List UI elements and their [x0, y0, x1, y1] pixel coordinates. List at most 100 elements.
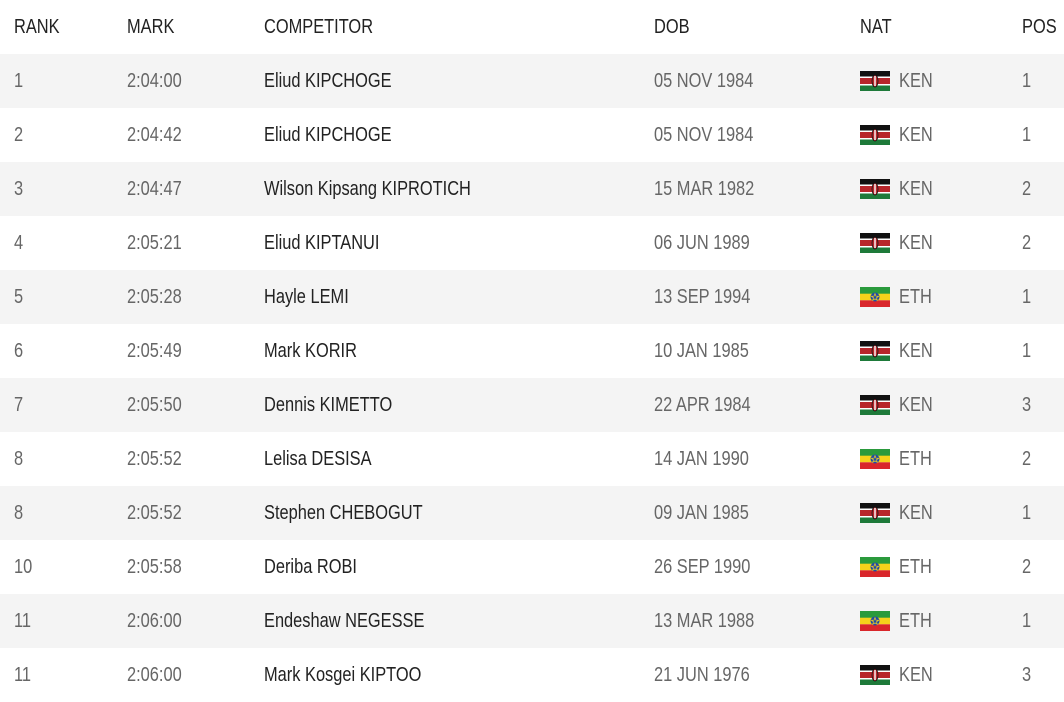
- nat-cell: ETH: [899, 286, 932, 308]
- flag-icon: [860, 287, 890, 307]
- header-row: RANK MARK COMPETITOR DOB NAT POS: [0, 0, 1064, 54]
- rank-cell: 3: [14, 178, 24, 200]
- flag-icon: [860, 557, 890, 577]
- header-cell: DOB: [654, 16, 690, 38]
- rank-cell: 1: [14, 70, 24, 92]
- table-row: 1 2:04:00 Eliud KIPCHOGE 05 NOV 1984 KEN 1: [0, 54, 1064, 108]
- pos-cell: 1: [1022, 286, 1032, 308]
- competitor-cell: Hayle LEMI: [264, 286, 349, 308]
- pos-cell: 1: [1022, 610, 1032, 632]
- table-row: 11 2:06:00 Mark Kosgei KIPTOO 21 JUN 1976 KE…: [0, 648, 1064, 702]
- mark-cell: 2:05:50: [127, 394, 182, 416]
- mark-cell: 2:05:52: [127, 448, 182, 470]
- mark-cell: 2:05:28: [127, 286, 182, 308]
- rank-cell: 5: [14, 286, 24, 308]
- nat-cell: KEN: [899, 178, 933, 200]
- dob-cell: 21 JUN 1976: [654, 664, 750, 686]
- table-row: 7 2:05:50 Dennis KIMETTO 22 APR 1984 KEN 3: [0, 378, 1064, 432]
- pos-cell: 1: [1022, 124, 1032, 146]
- dob-cell: 05 NOV 1984: [654, 70, 754, 92]
- dob-cell: 15 MAR 1982: [654, 178, 755, 200]
- competitor-cell: Wilson Kipsang KIPROTICH: [264, 178, 471, 200]
- header-cell: RANK: [14, 16, 60, 38]
- dob-cell: 13 MAR 1988: [654, 610, 755, 632]
- dob-cell: 13 SEP 1994: [654, 286, 751, 308]
- rank-cell: 7: [14, 394, 24, 416]
- nat-cell: ETH: [899, 448, 932, 470]
- rank-cell: 2: [14, 124, 24, 146]
- pos-cell: 1: [1022, 340, 1032, 362]
- header-cell: POS: [1022, 16, 1057, 38]
- table-row: 6 2:05:49 Mark KORIR 10 JAN 1985 KEN 1: [0, 324, 1064, 378]
- mark-cell: 2:05:52: [127, 502, 182, 524]
- mark-cell: 2:05:49: [127, 340, 182, 362]
- dob-cell: 05 NOV 1984: [654, 124, 754, 146]
- pos-cell: 2: [1022, 232, 1032, 254]
- flag-icon: [860, 611, 890, 631]
- dob-cell: 14 JAN 1990: [654, 448, 749, 470]
- mark-cell: 2:05:58: [127, 556, 182, 578]
- flag-icon: [860, 341, 890, 361]
- rank-cell: 8: [14, 448, 24, 470]
- flag-icon: [860, 503, 890, 523]
- competitor-cell: Mark Kosgei KIPTOO: [264, 664, 422, 686]
- mark-cell: 2:04:47: [127, 178, 182, 200]
- nat-cell: KEN: [899, 124, 933, 146]
- rank-cell: 6: [14, 340, 24, 362]
- competitor-cell: Mark KORIR: [264, 340, 357, 362]
- rank-cell: 4: [14, 232, 24, 254]
- pos-cell: 3: [1022, 664, 1032, 686]
- rank-cell: 10: [14, 556, 33, 578]
- flag-icon: [860, 449, 890, 469]
- mark-cell: 2:06:00: [127, 610, 182, 632]
- competitor-cell: Eliud KIPCHOGE: [264, 124, 392, 146]
- mark-cell: 2:04:42: [127, 124, 182, 146]
- table-row: 4 2:05:21 Eliud KIPTANUI 06 JUN 1989 KEN 2: [0, 216, 1064, 270]
- table-row: 2 2:04:42 Eliud KIPCHOGE 05 NOV 1984 KEN 1: [0, 108, 1064, 162]
- flag-icon: [860, 179, 890, 199]
- nat-cell: ETH: [899, 556, 932, 578]
- header-cell: NAT: [860, 16, 892, 38]
- nat-cell: KEN: [899, 232, 933, 254]
- competitor-cell: Eliud KIPCHOGE: [264, 70, 392, 92]
- competitor-cell: Endeshaw NEGESSE: [264, 610, 425, 632]
- flag-icon: [860, 71, 890, 91]
- dob-cell: 09 JAN 1985: [654, 502, 749, 524]
- mark-cell: 2:04:00: [127, 70, 182, 92]
- pos-cell: 2: [1022, 556, 1032, 578]
- header-cell: MARK: [127, 16, 175, 38]
- flag-icon: [860, 395, 890, 415]
- dob-cell: 06 JUN 1989: [654, 232, 750, 254]
- mark-cell: 2:06:00: [127, 664, 182, 686]
- flag-icon: [860, 665, 890, 685]
- pos-cell: 2: [1022, 448, 1032, 470]
- rank-cell: 11: [14, 664, 32, 686]
- nat-cell: KEN: [899, 502, 933, 524]
- competitor-cell: Deriba ROBI: [264, 556, 357, 578]
- table-row: 5 2:05:28 Hayle LEMI 13 SEP 1994 ETH 1: [0, 270, 1064, 324]
- pos-cell: 2: [1022, 178, 1032, 200]
- pos-cell: 1: [1022, 70, 1032, 92]
- dob-cell: 22 APR 1984: [654, 394, 751, 416]
- nat-cell: KEN: [899, 340, 933, 362]
- nat-cell: KEN: [899, 664, 933, 686]
- competitor-cell: Stephen CHEBOGUT: [264, 502, 423, 524]
- competitor-cell: Lelisa DESISA: [264, 448, 372, 470]
- rank-cell: 8: [14, 502, 24, 524]
- table-row: 3 2:04:47 Wilson Kipsang KIPROTICH 15 MAR 1…: [0, 162, 1064, 216]
- table-row: 11 2:06:00 Endeshaw NEGESSE 13 MAR 1988 ETH 1: [0, 594, 1064, 648]
- header-cell: COMPETITOR: [264, 16, 374, 38]
- mark-cell: 2:05:21: [127, 232, 182, 254]
- pos-cell: 3: [1022, 394, 1032, 416]
- competitor-cell: Dennis KIMETTO: [264, 394, 393, 416]
- flag-icon: [860, 233, 890, 253]
- table-row: 10 2:05:58 Deriba ROBI 26 SEP 1990 ETH 2: [0, 540, 1064, 594]
- dob-cell: 26 SEP 1990: [654, 556, 751, 578]
- nat-cell: KEN: [899, 394, 933, 416]
- flag-icon: [860, 125, 890, 145]
- pos-cell: 1: [1022, 502, 1032, 524]
- nat-cell: ETH: [899, 610, 932, 632]
- dob-cell: 10 JAN 1985: [654, 340, 749, 362]
- nat-cell: KEN: [899, 70, 933, 92]
